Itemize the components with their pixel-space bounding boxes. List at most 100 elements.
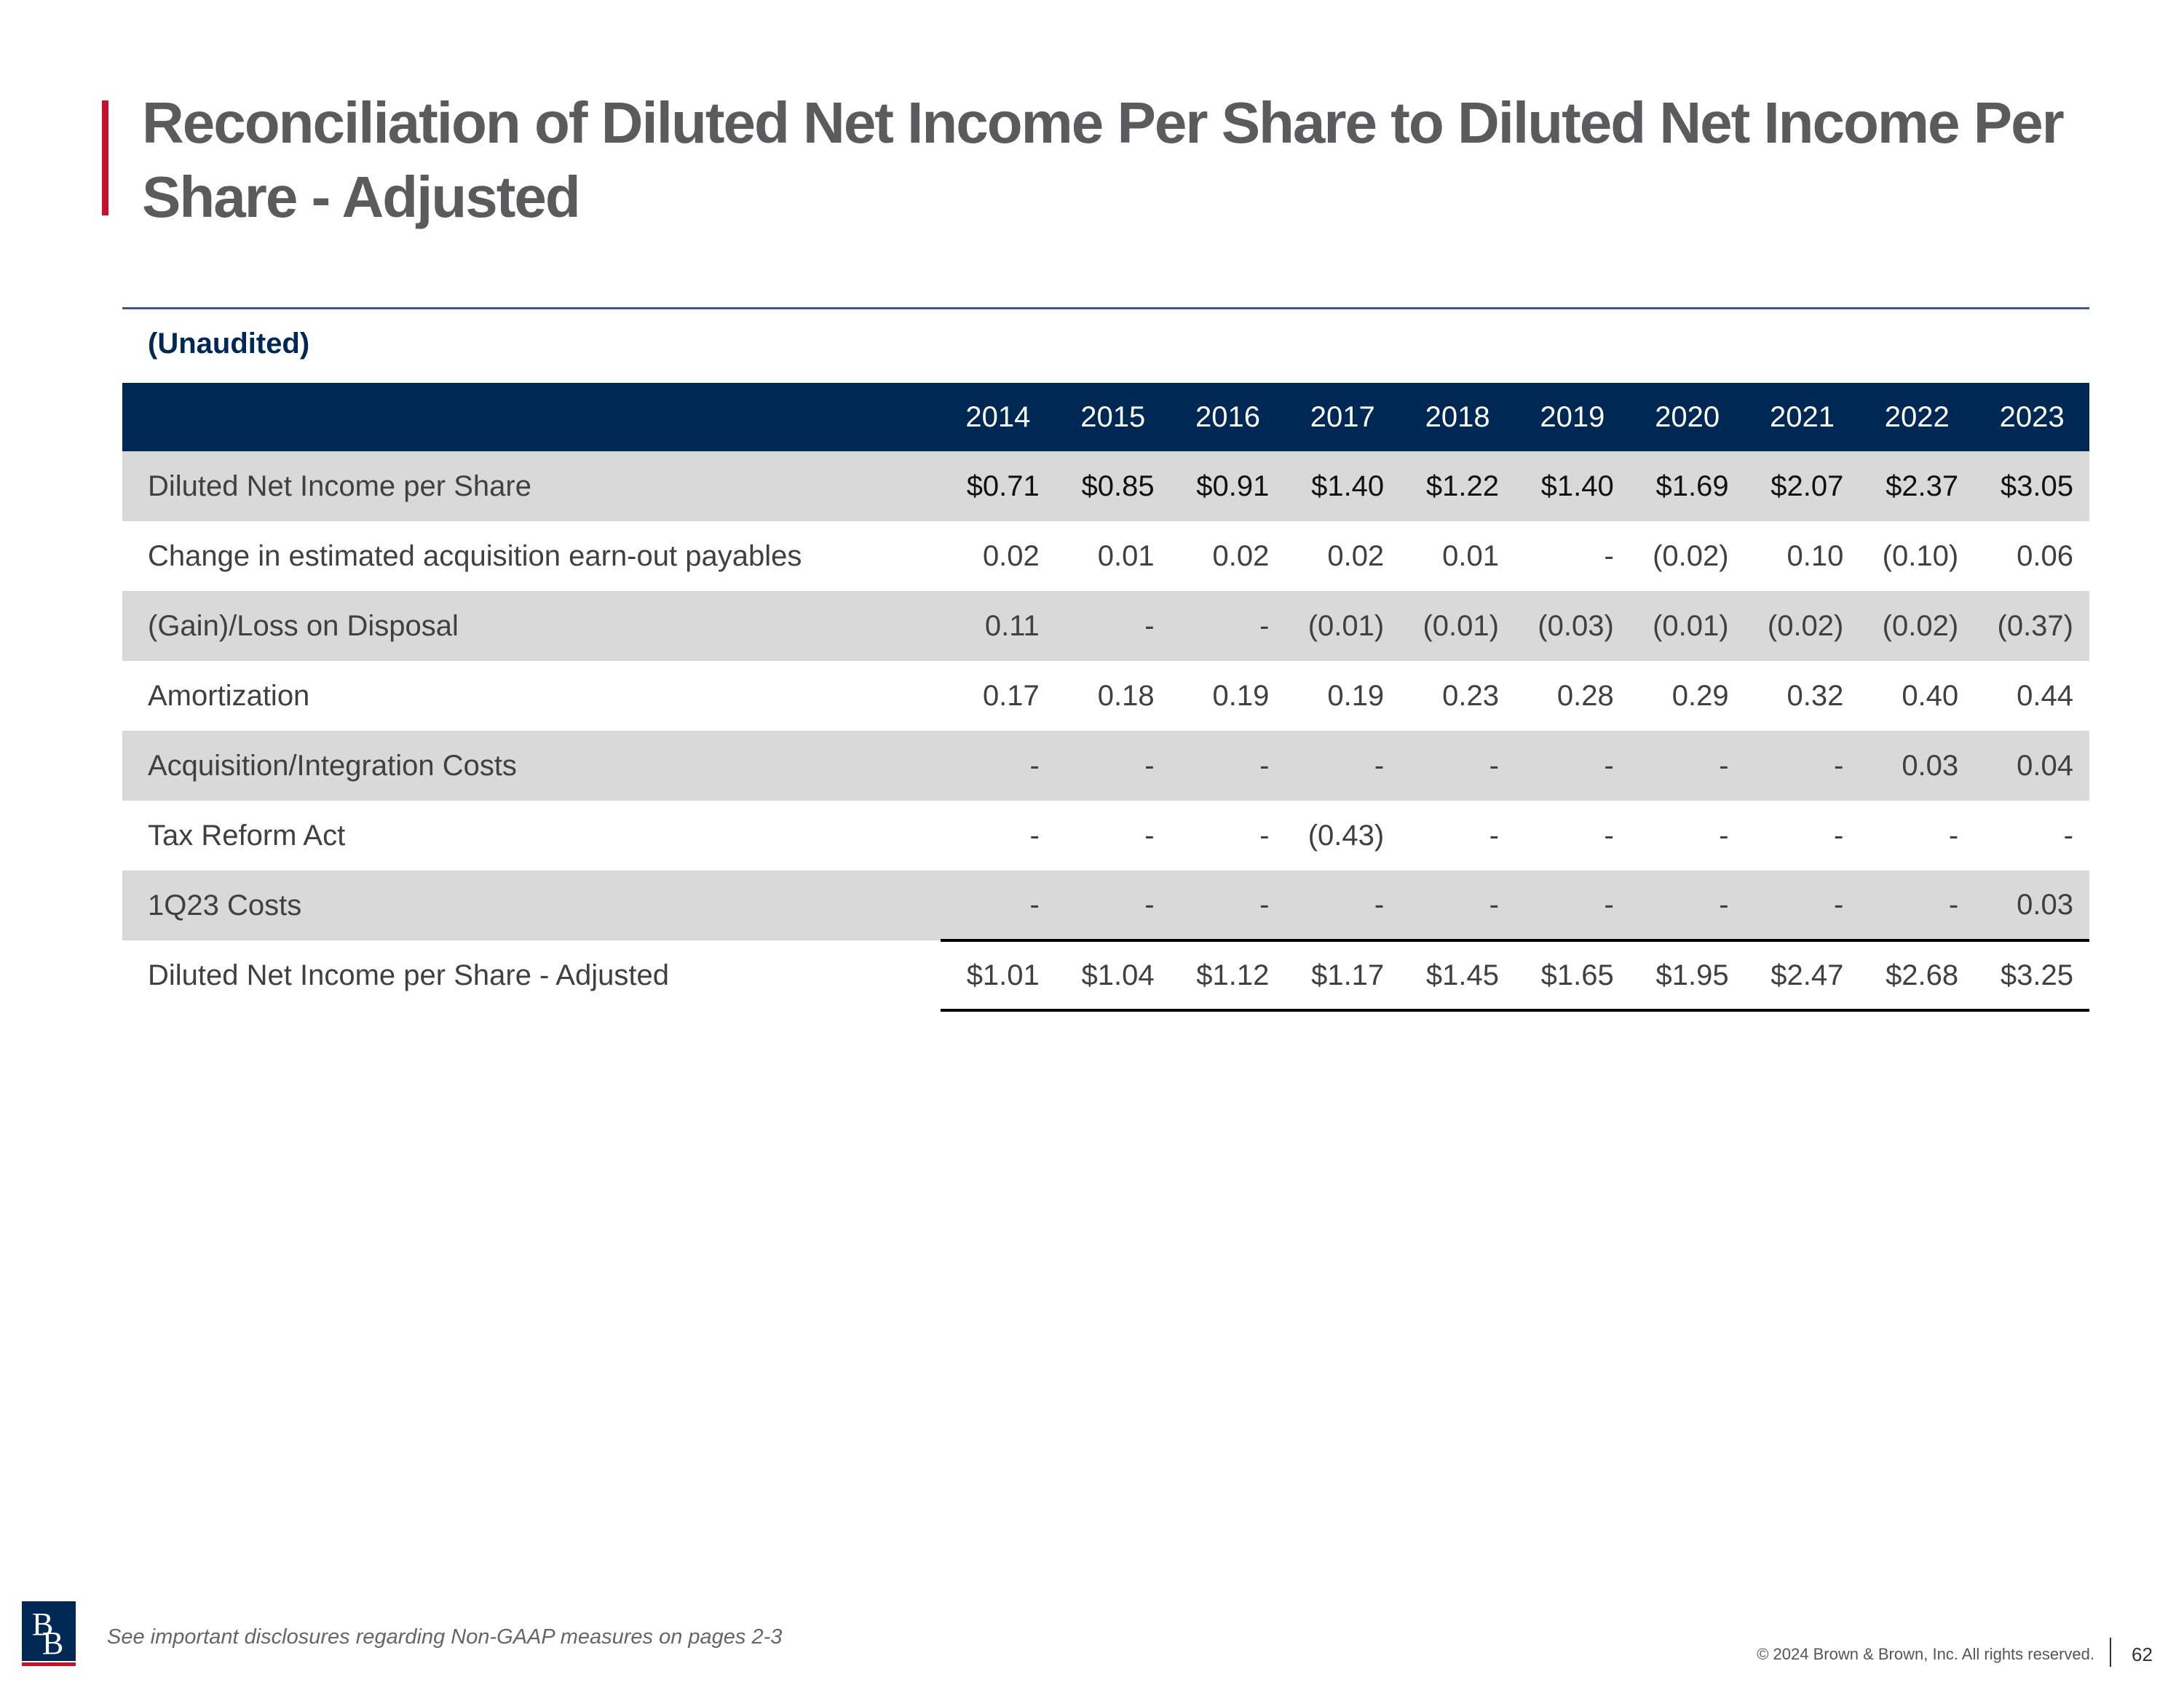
value-cell: 0.40 bbox=[1902, 679, 1959, 712]
value-cell: - bbox=[1144, 609, 1155, 642]
title-accent-bar bbox=[102, 100, 108, 215]
footer-divider bbox=[2110, 1638, 2111, 1667]
value-cell: (0.02) bbox=[1653, 539, 1729, 572]
value-cell: (0.10) bbox=[1882, 539, 1959, 572]
value-cell: - bbox=[1029, 888, 1040, 921]
value-cell: 0.18 bbox=[1097, 679, 1155, 712]
year-header: 2021 bbox=[1769, 400, 1835, 433]
value-cell: $1.17 bbox=[1285, 939, 1401, 1012]
brown-and-brown-logo: B B bbox=[22, 1601, 76, 1661]
year-header: 2014 bbox=[965, 400, 1031, 433]
year-header: 2015 bbox=[1080, 400, 1146, 433]
row-label: Amortization bbox=[148, 679, 310, 712]
value-cell: - bbox=[1259, 749, 1270, 782]
value-cell: 0.02 bbox=[1327, 539, 1385, 572]
value-cell: 0.02 bbox=[982, 539, 1040, 572]
value-cell: 0.28 bbox=[1556, 679, 1614, 712]
value-cell: 0.03 bbox=[1902, 749, 1959, 782]
value-cell: 0.23 bbox=[1442, 679, 1499, 712]
value-cell: $0.85 bbox=[1081, 469, 1155, 502]
value-cell: - bbox=[1834, 819, 1844, 852]
value-cell: $1.22 bbox=[1425, 469, 1499, 502]
non-gaap-disclosure: See important disclosures regarding Non-… bbox=[107, 1625, 783, 1649]
value-cell: 0.04 bbox=[2017, 749, 2073, 782]
logo-letter: B bbox=[42, 1625, 64, 1661]
value-cell: $1.40 bbox=[1540, 469, 1614, 502]
table-top-rule bbox=[122, 307, 2089, 309]
row-label: 1Q23 Costs bbox=[148, 889, 302, 921]
value-cell: $1.95 bbox=[1629, 939, 1745, 1012]
value-cell: 0.19 bbox=[1212, 679, 1270, 712]
row-label: Tax Reform Act bbox=[148, 819, 346, 852]
value-cell: - bbox=[1834, 749, 1844, 782]
value-cell: - bbox=[1948, 819, 1959, 852]
value-cell: 0.11 bbox=[984, 609, 1040, 642]
table-row: 1Q23 Costs - - - - - - - - - 0.03 bbox=[122, 871, 2089, 940]
value-cell: - bbox=[1029, 819, 1040, 852]
row-label: (Gain)/Loss on Disposal bbox=[148, 609, 459, 642]
value-cell: $2.68 bbox=[1859, 939, 1975, 1012]
value-cell: $0.71 bbox=[966, 469, 1040, 502]
value-cell: - bbox=[1489, 888, 1499, 921]
value-cell: 0.02 bbox=[1212, 539, 1270, 572]
value-cell: - bbox=[1604, 888, 1614, 921]
value-cell: - bbox=[1834, 888, 1844, 921]
value-cell: - bbox=[1604, 819, 1614, 852]
value-cell: - bbox=[2063, 819, 2073, 852]
value-cell: 0.17 bbox=[982, 679, 1040, 712]
value-cell: 0.29 bbox=[1671, 679, 1729, 712]
value-cell: - bbox=[1719, 749, 1729, 782]
copyright-notice: © 2024 Brown & Brown, Inc. All rights re… bbox=[1757, 1645, 2094, 1663]
table-row: Diluted Net Income per Share $0.71 $0.85 $0… bbox=[122, 451, 2089, 521]
year-header: 2022 bbox=[1884, 400, 1950, 433]
value-cell: $0.91 bbox=[1196, 469, 1270, 502]
value-cell: $2.07 bbox=[1770, 469, 1844, 502]
value-cell: (0.01) bbox=[1423, 609, 1499, 642]
value-cell: - bbox=[1259, 888, 1270, 921]
unaudited-label: (Unaudited) bbox=[148, 328, 310, 360]
page-number: 62 bbox=[2132, 1644, 2153, 1665]
value-cell: - bbox=[1259, 819, 1270, 852]
value-cell: $3.05 bbox=[2000, 469, 2073, 502]
value-cell: (0.02) bbox=[1767, 609, 1844, 642]
value-cell: (0.01) bbox=[1307, 609, 1385, 642]
value-cell: - bbox=[1374, 749, 1385, 782]
value-cell: - bbox=[1604, 749, 1614, 782]
year-header: 2023 bbox=[1999, 400, 2065, 433]
value-cell: 0.03 bbox=[2017, 888, 2073, 921]
value-cell: - bbox=[1489, 749, 1499, 782]
value-cell: - bbox=[1948, 888, 1959, 921]
table-row: Amortization 0.17 0.18 0.19 0.19 0.23 0.28 0.29… bbox=[122, 661, 2089, 731]
value-cell: $1.65 bbox=[1514, 939, 1630, 1012]
value-cell: $1.01 bbox=[941, 939, 1056, 1012]
value-cell: $1.45 bbox=[1400, 939, 1515, 1012]
year-header: 2019 bbox=[1540, 400, 1605, 433]
value-cell: - bbox=[1029, 749, 1040, 782]
value-cell: - bbox=[1719, 888, 1729, 921]
table-row: Tax Reform Act - - - (0.43) - - - - - - bbox=[122, 801, 2089, 871]
value-cell: (0.01) bbox=[1653, 609, 1729, 642]
value-cell: (0.02) bbox=[1882, 609, 1959, 642]
header-label-cell bbox=[122, 383, 941, 451]
value-cell: - bbox=[1144, 888, 1155, 921]
value-cell: $1.40 bbox=[1311, 469, 1385, 502]
value-cell: 0.10 bbox=[1787, 539, 1844, 572]
year-header: 2016 bbox=[1195, 400, 1260, 433]
value-cell: $3.25 bbox=[1974, 939, 2089, 1012]
year-header: 2020 bbox=[1655, 400, 1720, 433]
value-cell: - bbox=[1259, 609, 1270, 642]
value-cell: 0.19 bbox=[1327, 679, 1385, 712]
value-cell: - bbox=[1374, 888, 1385, 921]
value-cell: (0.43) bbox=[1307, 819, 1385, 852]
year-header: 2018 bbox=[1425, 400, 1490, 433]
table-row: (Gain)/Loss on Disposal 0.11 - - (0.01) (0.01… bbox=[122, 591, 2089, 661]
value-cell: $2.37 bbox=[1886, 469, 1959, 502]
table-row: Change in estimated acquisition earn-out… bbox=[122, 521, 2089, 591]
value-cell: $1.04 bbox=[1055, 939, 1171, 1012]
value-cell: $1.12 bbox=[1170, 939, 1286, 1012]
row-label: Change in estimated acquisition earn-out… bbox=[148, 539, 802, 572]
value-cell: 0.32 bbox=[1787, 679, 1844, 712]
value-cell: (0.37) bbox=[1997, 609, 2074, 642]
value-cell: - bbox=[1144, 819, 1155, 852]
logo-letter: B bbox=[32, 1606, 54, 1642]
